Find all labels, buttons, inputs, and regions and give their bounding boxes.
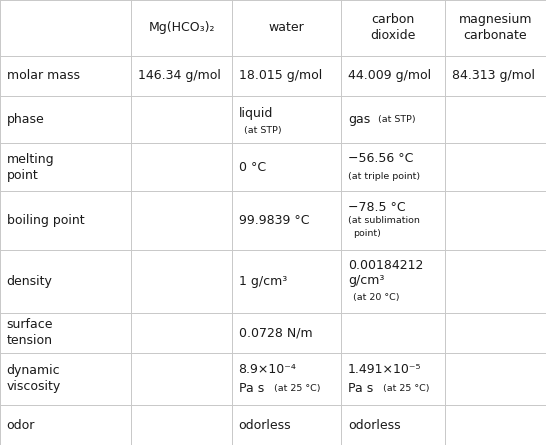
Text: magnesium
carbonate: magnesium carbonate (459, 13, 532, 42)
Text: 84.313 g/mol: 84.313 g/mol (452, 69, 535, 82)
Text: 99.9839 °C: 99.9839 °C (239, 214, 309, 227)
Text: −56.56 °C: −56.56 °C (348, 152, 413, 165)
Text: Pa s: Pa s (239, 382, 264, 395)
Text: Pa s: Pa s (348, 382, 373, 395)
Text: 0.00184212: 0.00184212 (348, 259, 423, 272)
Text: phase: phase (7, 113, 44, 126)
Text: (at STP): (at STP) (378, 115, 416, 124)
Text: melting
point: melting point (7, 153, 54, 182)
Text: (at 20 °C): (at 20 °C) (353, 293, 400, 302)
Text: g/cm³: g/cm³ (348, 274, 384, 287)
Text: gas: gas (348, 113, 370, 126)
Text: (at triple point): (at triple point) (348, 172, 420, 181)
Text: density: density (7, 275, 52, 288)
Text: boiling point: boiling point (7, 214, 84, 227)
Text: 8.9×10⁻⁴: 8.9×10⁻⁴ (239, 363, 296, 376)
Text: dynamic
viscosity: dynamic viscosity (7, 364, 61, 393)
Text: 1.491×10⁻⁵: 1.491×10⁻⁵ (348, 363, 422, 376)
Text: molar mass: molar mass (7, 69, 80, 82)
Text: 0 °C: 0 °C (239, 161, 266, 174)
Text: odorless: odorless (348, 419, 400, 432)
Text: (at 25 °C): (at 25 °C) (383, 384, 430, 393)
Text: (at sublimation: (at sublimation (348, 216, 420, 225)
Text: liquid: liquid (239, 107, 273, 120)
Text: (at 25 °C): (at 25 °C) (274, 384, 321, 393)
Text: 44.009 g/mol: 44.009 g/mol (348, 69, 431, 82)
Text: 0.0728 N/m: 0.0728 N/m (239, 326, 312, 339)
Text: surface
tension: surface tension (7, 318, 53, 347)
Text: odorless: odorless (239, 419, 291, 432)
Text: 18.015 g/mol: 18.015 g/mol (239, 69, 322, 82)
Text: 1 g/cm³: 1 g/cm³ (239, 275, 287, 288)
Text: point): point) (353, 229, 381, 239)
Text: water: water (269, 21, 305, 34)
Text: Mg(HCO₃)₂: Mg(HCO₃)₂ (149, 21, 215, 34)
Text: carbon
dioxide: carbon dioxide (370, 13, 416, 42)
Text: −78.5 °C: −78.5 °C (348, 201, 406, 214)
Text: 146.34 g/mol: 146.34 g/mol (138, 69, 221, 82)
Text: (at STP): (at STP) (244, 125, 282, 135)
Text: odor: odor (7, 419, 35, 432)
